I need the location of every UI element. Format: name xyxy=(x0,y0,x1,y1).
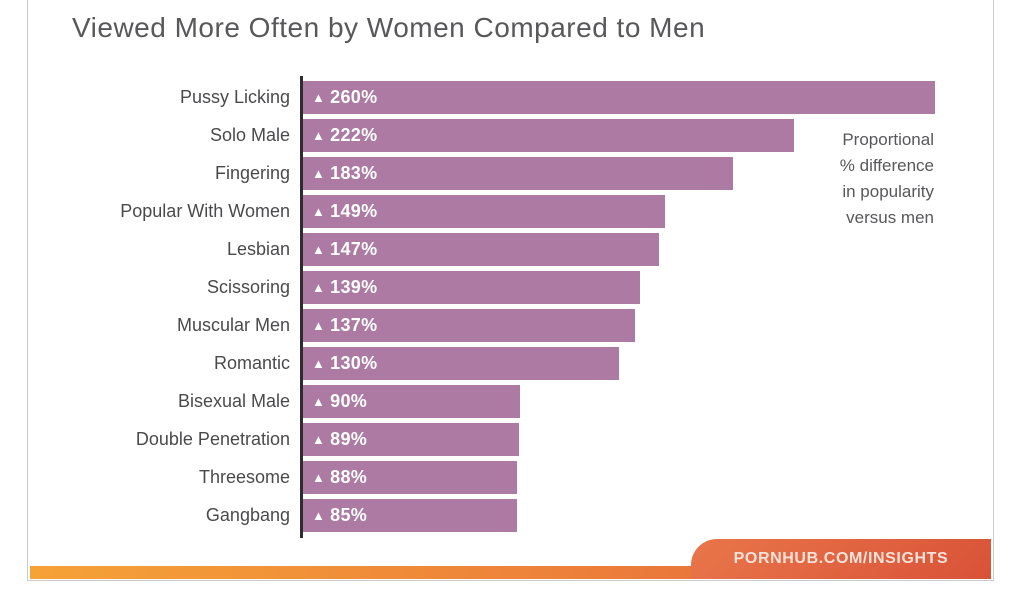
chart-row: Bisexual Male ▲ 90% xyxy=(68,385,935,418)
bar-track: ▲ 222% xyxy=(303,119,935,152)
bar: ▲ 89% xyxy=(303,423,519,456)
bar-track: ▲ 137% xyxy=(303,309,935,342)
up-triangle-icon: ▲ xyxy=(312,128,326,143)
bar: ▲ 222% xyxy=(303,119,795,152)
chart-row: Romantic ▲ 130% xyxy=(68,347,935,380)
chart-row: Pussy Licking ▲ 260% xyxy=(68,81,935,114)
chart-title: Viewed More Often by Women Compared to M… xyxy=(72,12,706,43)
category-label: Gangbang xyxy=(205,505,290,525)
chart-row: Popular With Women ▲ 149% xyxy=(68,195,935,228)
category-label: Muscular Men xyxy=(176,315,290,335)
bar-value: 260% xyxy=(330,87,378,107)
category-label: Romantic xyxy=(213,353,290,373)
bar-track: ▲ 130% xyxy=(303,347,935,380)
bar-track: ▲ 89% xyxy=(303,423,935,456)
bar: ▲ 147% xyxy=(303,233,660,266)
insights-badge-label: PORNHUB.COM/INSIGHTS xyxy=(733,550,949,567)
bar-value-label: ▲ 137% xyxy=(303,315,377,336)
bar-value-label: ▲ 260% xyxy=(303,87,377,108)
bar: ▲ 90% xyxy=(303,385,521,418)
bar: ▲ 183% xyxy=(303,157,733,190)
bar-value-label: ▲ 89% xyxy=(303,429,367,450)
up-triangle-icon: ▲ xyxy=(312,204,326,219)
bar-value: 139% xyxy=(330,277,378,297)
bar-value-label: ▲ 183% xyxy=(303,163,377,184)
category-label: Lesbian xyxy=(226,239,290,259)
chart-row: Lesbian ▲ 147% xyxy=(68,233,935,266)
up-triangle-icon: ▲ xyxy=(312,470,326,485)
bar: ▲ 85% xyxy=(303,499,517,532)
bar: ▲ 260% xyxy=(303,81,935,114)
category-label: Popular With Women xyxy=(120,201,290,221)
chart-row: Gangbang ▲ 85% xyxy=(68,499,935,532)
bar-track: ▲ 90% xyxy=(303,385,935,418)
bar-track: ▲ 147% xyxy=(303,233,935,266)
bar: ▲ 137% xyxy=(303,309,635,342)
bar-chart: Pussy Licking ▲ 260% Solo Male ▲ 222% Fing… xyxy=(68,76,935,538)
chart-row: Threesome ▲ 88% xyxy=(68,461,935,494)
category-label: Pussy Licking xyxy=(179,87,290,107)
bar: ▲ 130% xyxy=(303,347,619,380)
category-label: Solo Male xyxy=(209,125,290,145)
category-label: Fingering xyxy=(214,163,290,183)
bar-track: ▲ 85% xyxy=(303,499,935,532)
bar: ▲ 88% xyxy=(303,461,517,494)
bar-track: ▲ 183% xyxy=(303,157,935,190)
chart-row: Muscular Men ▲ 137% xyxy=(68,309,935,342)
infographic-card: Viewed More Often by Women Compared to M… xyxy=(27,0,994,581)
bar-value: 147% xyxy=(330,239,378,259)
bar-value: 85% xyxy=(330,505,368,525)
up-triangle-icon: ▲ xyxy=(312,394,326,409)
bar-track: ▲ 139% xyxy=(303,271,935,304)
bar-track: ▲ 88% xyxy=(303,461,935,494)
chart-row: Scissoring ▲ 139% xyxy=(68,271,935,304)
bar-value: 90% xyxy=(330,391,368,411)
up-triangle-icon: ▲ xyxy=(312,242,326,257)
up-triangle-icon: ▲ xyxy=(312,432,326,447)
category-label: Scissoring xyxy=(206,277,290,297)
bar: ▲ 139% xyxy=(303,271,641,304)
up-triangle-icon: ▲ xyxy=(312,90,326,105)
bar-value: 89% xyxy=(330,429,368,449)
chart-row: Solo Male ▲ 222% xyxy=(68,119,935,152)
up-triangle-icon: ▲ xyxy=(312,508,326,523)
chart-rows: Pussy Licking ▲ 260% Solo Male ▲ 222% Fing… xyxy=(68,81,935,532)
bar-value: 88% xyxy=(330,467,368,487)
category-label: Bisexual Male xyxy=(177,391,290,411)
bar-value-label: ▲ 88% xyxy=(303,467,367,488)
up-triangle-icon: ▲ xyxy=(312,280,326,295)
up-triangle-icon: ▲ xyxy=(312,318,326,333)
bar-value: 130% xyxy=(330,353,378,373)
up-triangle-icon: ▲ xyxy=(312,166,326,181)
chart-row: Double Penetration ▲ 89% xyxy=(68,423,935,456)
annotation-line: Proportional xyxy=(842,130,934,149)
category-label: Threesome xyxy=(198,467,290,487)
bar-value-label: ▲ 149% xyxy=(303,201,377,222)
annotation: Proportional % difference in popularity … xyxy=(840,127,934,231)
bar-value-label: ▲ 222% xyxy=(303,125,377,146)
bar-value-label: ▲ 147% xyxy=(303,239,377,260)
bar-value: 183% xyxy=(330,163,378,183)
bar: ▲ 149% xyxy=(303,195,666,228)
axis-line xyxy=(300,76,303,538)
annotation-line: versus men xyxy=(846,208,934,227)
bar-track: ▲ 260% xyxy=(303,81,935,114)
annotation-line: % difference xyxy=(839,156,934,175)
bar-value: 149% xyxy=(330,201,378,221)
bar-value-label: ▲ 85% xyxy=(303,505,367,526)
bar-value: 222% xyxy=(330,125,378,145)
bar-value: 137% xyxy=(330,315,378,335)
bar-value-label: ▲ 139% xyxy=(303,277,377,298)
category-label: Double Penetration xyxy=(135,429,290,449)
annotation-line: in popularity xyxy=(842,182,934,201)
insights-badge: PORNHUB.COM/INSIGHTS xyxy=(691,539,991,579)
up-triangle-icon: ▲ xyxy=(312,356,326,371)
chart-row: Fingering ▲ 183% xyxy=(68,157,935,190)
bar-value-label: ▲ 90% xyxy=(303,391,367,412)
bar-value-label: ▲ 130% xyxy=(303,353,377,374)
bar-track: ▲ 149% xyxy=(303,195,935,228)
